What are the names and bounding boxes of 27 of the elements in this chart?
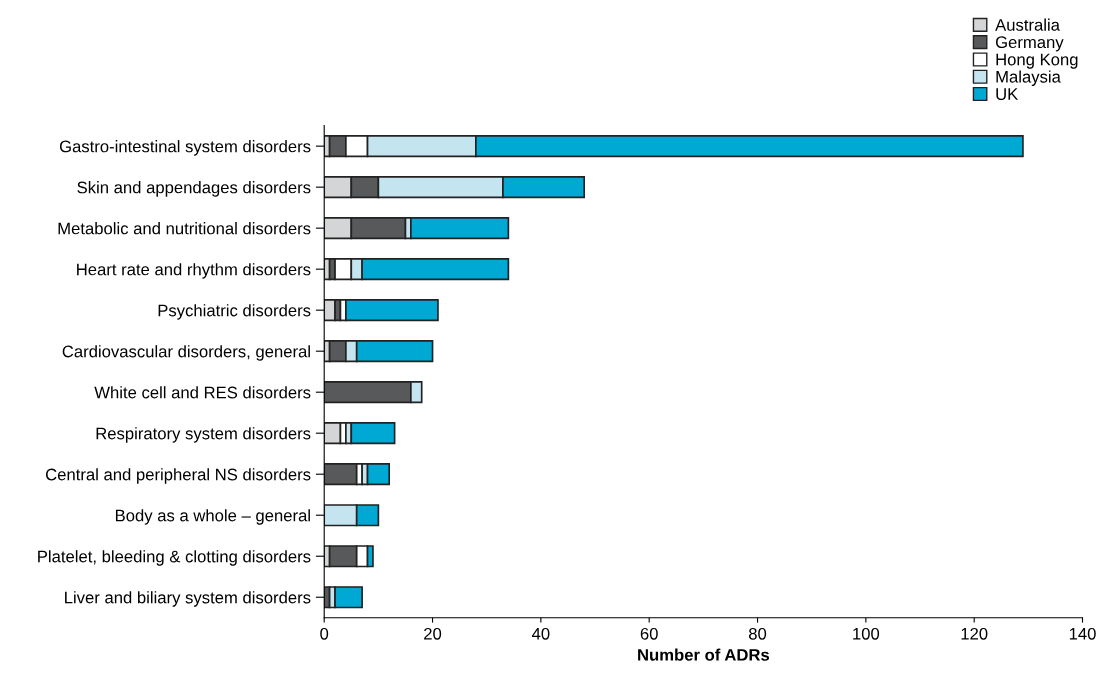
y-tick-label: Central and peripheral NS disorders <box>46 468 311 484</box>
legend-label: Hong Kong <box>996 53 1078 69</box>
legend-label: Malaysia <box>996 70 1061 86</box>
y-tick-label: Respiratory system disorders <box>96 427 311 443</box>
legend-label: Germany <box>995 36 1064 52</box>
y-tick-label: Liver and biliary system disorders <box>65 591 311 607</box>
bar <box>324 463 358 486</box>
y-tick-label: Psychiatric disorders <box>158 304 311 320</box>
y-tick-label: Body as a whole – general <box>115 509 310 525</box>
y-tick-label: Heart rate and rhythm disorders <box>77 263 311 279</box>
x-tick-label: 60 <box>640 627 658 640</box>
x-tick-label: 120 <box>961 627 988 640</box>
y-tick-label: Platelet, bleeding & clotting disorders <box>38 550 311 566</box>
x-tick-label: 100 <box>853 627 880 640</box>
x-tick-label: 80 <box>748 627 767 640</box>
y-tick-label: Gastro-intestinal system disorders <box>59 140 311 156</box>
x-tick-label: 40 <box>531 627 550 640</box>
x-tick-label: 140 <box>1069 627 1096 640</box>
x-tick-label: 20 <box>424 627 442 640</box>
x-axis-title: Number of ADRs <box>638 648 770 661</box>
legend-label: Australia <box>995 18 1060 31</box>
y-tick-label: Cardiovascular disorders, general <box>62 345 310 361</box>
legend-label: UK <box>996 88 1019 100</box>
y-tick-label: White cell and RES disorders <box>94 386 311 399</box>
y-tick-label: Skin and appendages disorders <box>77 181 311 197</box>
y-tick-label: Metabolic and nutritional disorders <box>58 222 311 235</box>
x-tick-label: 0 <box>320 627 329 640</box>
